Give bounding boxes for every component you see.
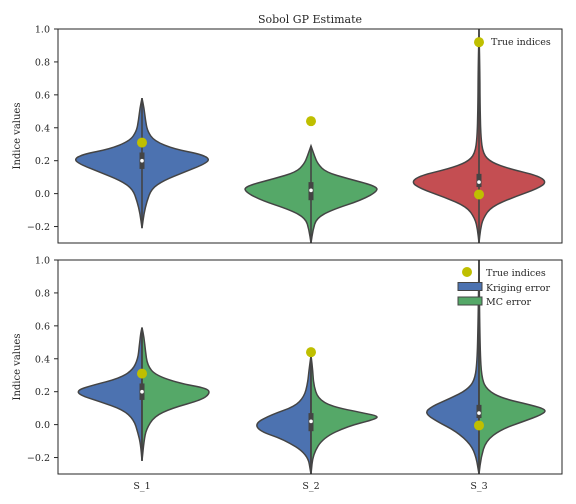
y-tick-label: 0.6 bbox=[35, 90, 50, 101]
median-dot-s1 bbox=[140, 389, 144, 394]
median-dot-s3 bbox=[477, 411, 481, 415]
y-tick-label: 0.0 bbox=[35, 420, 50, 431]
legend-true-indices-label: True indices bbox=[486, 268, 546, 279]
top-panel: Sobol GP Estimate Indice values −0.2 0.0 0… bbox=[12, 13, 563, 244]
true-index-marker-s2 bbox=[306, 347, 316, 358]
y-tick-label: 0.2 bbox=[35, 387, 50, 398]
x-tick-label-s3: S_3 bbox=[470, 481, 487, 492]
violin-mc-s3 bbox=[478, 259, 546, 475]
true-index-marker-s3 bbox=[474, 37, 484, 48]
y-tick-label: 0.0 bbox=[35, 189, 50, 200]
median-dot-s3 bbox=[477, 180, 481, 184]
y-tick-label: −0.2 bbox=[27, 453, 50, 464]
violin-mc-s1 bbox=[141, 327, 210, 461]
legend-patch-blue bbox=[457, 282, 483, 291]
legend-patch-green bbox=[457, 296, 483, 306]
top-y-axis-label: Indice values bbox=[12, 103, 23, 170]
bottom-x-ticks: S_1 S_2 S_3 bbox=[133, 481, 487, 492]
y-tick-label: 1.0 bbox=[35, 256, 50, 267]
legend-mc-error-label: MC error bbox=[486, 297, 531, 308]
median-dot-s2 bbox=[309, 188, 313, 193]
x-tick-label-s2: S_2 bbox=[302, 481, 319, 492]
chart-title: Sobol GP Estimate bbox=[258, 13, 362, 26]
y-tick-label: 0.4 bbox=[35, 123, 50, 134]
legend-marker-icon bbox=[462, 267, 472, 277]
violin-kriging-s2 bbox=[256, 355, 312, 475]
y-tick-label: 0.8 bbox=[35, 57, 50, 68]
true-index-marker-s3 bbox=[474, 420, 484, 431]
y-tick-label: 0.4 bbox=[35, 354, 50, 365]
true-index-marker-s1 bbox=[137, 137, 147, 148]
violin-kriging-s3 bbox=[426, 259, 480, 475]
bottom-legend: True indices Kriging error MC error bbox=[457, 267, 550, 308]
legend-true-indices-label: True indices bbox=[491, 37, 551, 48]
true-index-marker-s3 bbox=[474, 189, 484, 200]
bottom-y-axis-label: Indice values bbox=[12, 334, 23, 401]
bottom-y-ticks: −0.2 0.0 0.2 0.4 0.6 0.8 1.0 bbox=[27, 256, 58, 464]
violin-mc-s2 bbox=[310, 355, 378, 475]
y-tick-label: 1.0 bbox=[35, 25, 50, 36]
top-legend: True indices bbox=[491, 37, 551, 48]
median-dot-s2 bbox=[309, 419, 313, 424]
y-tick-label: 0.2 bbox=[35, 156, 50, 167]
bottom-violins bbox=[77, 259, 546, 475]
violin-kriging-s1 bbox=[77, 327, 143, 461]
top-violins bbox=[74, 28, 546, 244]
true-index-marker-s1 bbox=[137, 368, 147, 379]
bottom-axes-frame bbox=[57, 259, 563, 475]
top-y-ticks: −0.2 0.0 0.2 0.4 0.6 0.8 1.0 bbox=[27, 25, 58, 233]
y-tick-label: 0.6 bbox=[35, 321, 50, 332]
true-index-marker-s2 bbox=[306, 116, 316, 127]
x-tick-label-s1: S_1 bbox=[133, 481, 150, 492]
y-tick-label: −0.2 bbox=[27, 222, 50, 233]
legend-kriging-error-label: Kriging error bbox=[486, 283, 550, 294]
bottom-panel: Indice values −0.2 0.0 0.2 0.4 0.6 0.8 1.0 S_1… bbox=[12, 256, 563, 492]
top-axes-frame bbox=[57, 28, 563, 244]
y-tick-label: 0.8 bbox=[35, 288, 50, 299]
median-dot-s1 bbox=[140, 158, 144, 163]
